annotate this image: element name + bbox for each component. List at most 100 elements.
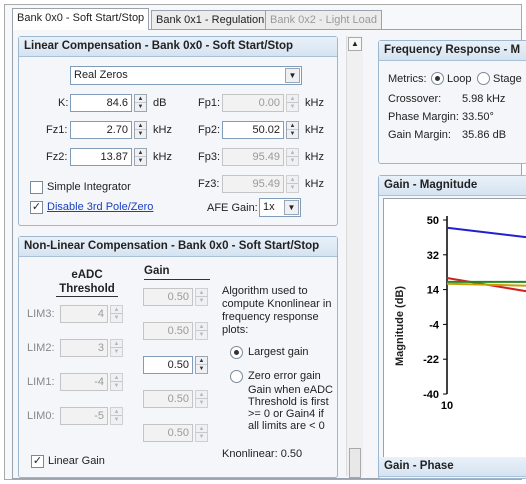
spin-up-icon[interactable]: ▲ — [111, 408, 122, 416]
spin-up-icon[interactable]: ▲ — [287, 95, 298, 103]
afe-gain-select[interactable]: 1x ▼ — [259, 198, 301, 217]
spin-down-icon[interactable]: ▼ — [113, 383, 120, 389]
spin-down-icon[interactable]: ▼ — [137, 104, 144, 110]
spin-up-icon[interactable]: ▲ — [196, 357, 207, 365]
spin-up-icon[interactable]: ▲ — [196, 323, 207, 331]
spin-down-icon[interactable]: ▼ — [137, 131, 144, 137]
y-tick-label: 14 — [427, 285, 440, 297]
disable-3rd-pole-zero-link[interactable]: Disable 3rd Pole/Zero — [47, 201, 154, 213]
frequency-response-title: Frequency Response - M — [379, 41, 526, 61]
gain2-input[interactable]: 0.50 — [143, 356, 193, 374]
spin-down-icon[interactable]: ▼ — [198, 434, 205, 440]
fp1-input[interactable]: 0.00 — [222, 94, 284, 112]
metrics-label: Metrics: — [388, 73, 427, 85]
disable-3rd-pole-zero-checkbox[interactable]: ✓ — [30, 201, 43, 214]
chevron-down-icon: ▼ — [284, 200, 299, 215]
spin-up-icon[interactable]: ▲ — [287, 176, 298, 184]
spin-up-icon[interactable]: ▲ — [287, 122, 298, 130]
spin-up-icon[interactable]: ▲ — [196, 289, 207, 297]
gain3-input[interactable]: 0.50 — [143, 322, 193, 340]
fp3-input[interactable]: 95.49 — [222, 148, 284, 166]
checkmark-icon: ✓ — [31, 201, 42, 213]
spin-down-icon[interactable]: ▼ — [113, 315, 120, 321]
fz3-input[interactable]: 95.49 — [222, 175, 284, 193]
spin-down-icon[interactable]: ▼ — [113, 417, 120, 423]
fp1-spinner[interactable]: ▲ ▼ — [286, 94, 299, 112]
largest-gain-radio[interactable] — [230, 346, 243, 359]
scroll-up-icon[interactable]: ▲ — [348, 37, 362, 51]
series-line-0 — [446, 226, 526, 239]
spin-up-icon[interactable]: ▲ — [135, 149, 146, 157]
fz1-spinner[interactable]: ▲ ▼ — [134, 121, 147, 139]
spin-up-icon[interactable]: ▲ — [111, 306, 122, 314]
lim0-label: LIM0: — [27, 410, 55, 422]
k-spinner[interactable]: ▲ ▼ — [134, 94, 147, 112]
lim1-spinner[interactable]: ▲ ▼ — [110, 373, 123, 391]
nonlinear-compensation-title: Non-Linear Compensation - Bank 0x0 - Sof… — [19, 237, 337, 257]
zero-mode-select[interactable]: Real Zeros ▼ — [70, 66, 302, 85]
lim2-input[interactable]: 3 — [60, 339, 108, 357]
loop-label: Loop — [447, 73, 472, 85]
tab-bank-0x0[interactable]: Bank 0x0 - Soft Start/Stop — [12, 8, 150, 30]
largest-gain-label: Largest gain — [248, 346, 309, 358]
lim0-input[interactable]: -5 — [60, 407, 108, 425]
spin-down-icon[interactable]: ▼ — [198, 400, 205, 406]
spin-up-icon[interactable]: ▲ — [196, 391, 207, 399]
tab-bank-0x2[interactable]: Bank 0x2 - Light Load — [265, 10, 383, 30]
linear-gain-checkbox[interactable]: ✓ — [31, 455, 44, 468]
fp3-unit: kHz — [305, 151, 324, 163]
spin-down-icon[interactable]: ▼ — [198, 366, 205, 372]
spin-up-icon[interactable]: ▲ — [135, 95, 146, 103]
k-input[interactable]: 84.6 — [70, 94, 132, 112]
lim0-spinner[interactable]: ▲ ▼ — [110, 407, 123, 425]
spin-down-icon[interactable]: ▼ — [289, 104, 296, 110]
spin-up-icon[interactable]: ▲ — [111, 374, 122, 382]
fp2-unit: kHz — [305, 124, 324, 136]
fp3-spinner[interactable]: ▲ ▼ — [286, 148, 299, 166]
fz2-input[interactable]: 13.87 — [70, 148, 132, 166]
spin-down-icon[interactable]: ▼ — [289, 131, 296, 137]
fz2-spinner[interactable]: ▲ ▼ — [134, 148, 147, 166]
spin-down-icon[interactable]: ▼ — [289, 185, 296, 191]
fp2-spinner[interactable]: ▲ ▼ — [286, 121, 299, 139]
loop-radio[interactable] — [431, 72, 444, 85]
simple-integrator-checkbox[interactable] — [30, 181, 43, 194]
gain3-spinner[interactable]: ▲ ▼ — [195, 322, 208, 340]
tab-bank-0x1[interactable]: Bank 0x1 - Regulation — [151, 10, 270, 30]
lim3-spinner[interactable]: ▲ ▼ — [110, 305, 123, 323]
spin-up-icon[interactable]: ▲ — [135, 122, 146, 130]
fp1-label: Fp1: — [198, 97, 221, 109]
spin-down-icon[interactable]: ▼ — [289, 158, 296, 164]
gain4-spinner[interactable]: ▲ ▼ — [195, 288, 208, 306]
spin-up-icon[interactable]: ▲ — [196, 425, 207, 433]
stage-label: Stage — [493, 73, 522, 85]
fz3-spinner[interactable]: ▲ ▼ — [286, 175, 299, 193]
lim1-label: LIM1: — [27, 376, 55, 388]
stage-radio[interactable] — [477, 72, 490, 85]
spin-up-icon[interactable]: ▲ — [287, 149, 298, 157]
gain0-input[interactable]: 0.50 — [143, 424, 193, 442]
spin-up-icon[interactable]: ▲ — [111, 340, 122, 348]
lim1-input[interactable]: -4 — [60, 373, 108, 391]
fz1-input[interactable]: 2.70 — [70, 121, 132, 139]
scroll-thumb[interactable] — [349, 448, 361, 478]
left-panel-scrollbar[interactable]: ▲ — [346, 36, 363, 478]
spin-down-icon[interactable]: ▼ — [113, 349, 120, 355]
gain1-spinner[interactable]: ▲ ▼ — [195, 390, 208, 408]
lim2-spinner[interactable]: ▲ ▼ — [110, 339, 123, 357]
y-tick-label: -40 — [423, 389, 439, 401]
zero-error-gain-radio[interactable] — [230, 370, 243, 383]
spin-down-icon[interactable]: ▼ — [137, 158, 144, 164]
gain4-input[interactable]: 0.50 — [143, 288, 193, 306]
k-unit: dB — [153, 97, 167, 109]
spin-down-icon[interactable]: ▼ — [198, 298, 205, 304]
gain1-input[interactable]: 0.50 — [143, 390, 193, 408]
linear-gain-label: Linear Gain — [48, 455, 105, 467]
fp2-input[interactable]: 50.02 — [222, 121, 284, 139]
lim3-input[interactable]: 4 — [60, 305, 108, 323]
gain0-spinner[interactable]: ▲ ▼ — [195, 424, 208, 442]
spin-down-icon[interactable]: ▼ — [198, 332, 205, 338]
fz2-label: Fz2: — [46, 151, 68, 163]
gain2-spinner[interactable]: ▲ ▼ — [195, 356, 208, 374]
gain-magnitude-plot-area — [383, 198, 526, 468]
